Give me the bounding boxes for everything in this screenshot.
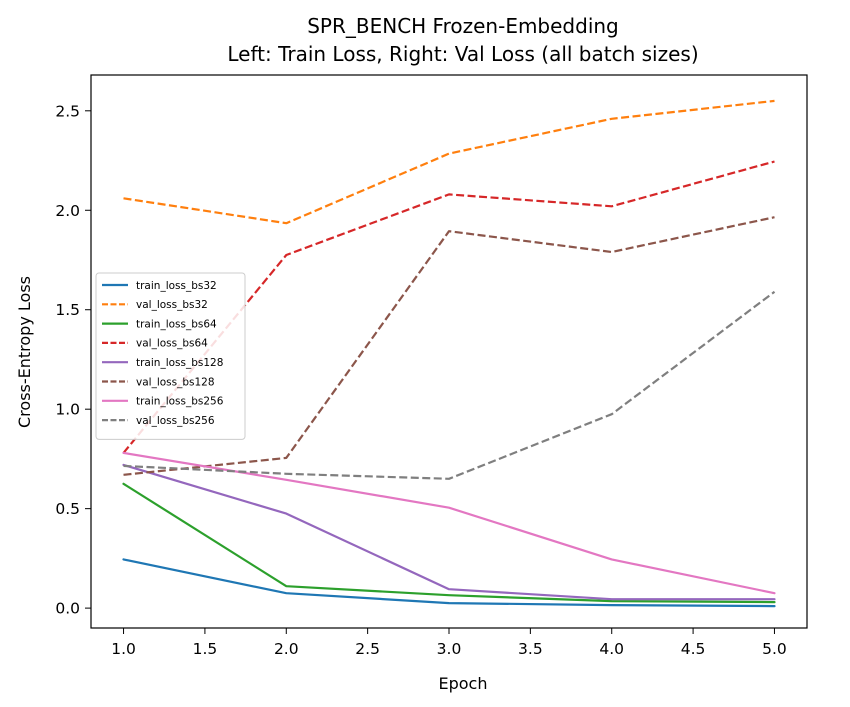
legend-label: train_loss_bs128 — [136, 357, 223, 369]
x-tick-label: 3.0 — [437, 640, 462, 658]
legend-box — [95, 272, 246, 440]
x-tick-label: 5.0 — [762, 640, 787, 658]
legend-label: val_loss_bs64 — [136, 338, 208, 350]
y-tick-label: 1.0 — [55, 401, 80, 419]
series-line-train_loss_bs256 — [122, 451, 776, 595]
y-tick-label: 1.5 — [55, 301, 80, 319]
legend-label: val_loss_bs32 — [136, 299, 208, 311]
x-tick-label: 1.5 — [193, 640, 218, 658]
legend-label: train_loss_bs256 — [136, 396, 224, 408]
x-tick-label: 2.5 — [355, 640, 380, 658]
y-tick-label: 2.0 — [55, 202, 80, 220]
legend: train_loss_bs32 val_loss_bs32 train_loss_b… — [95, 272, 246, 440]
x-tick-label: 1.0 — [111, 640, 136, 658]
chart-subtitle: Left: Train Loss, Right: Val Loss (all b… — [227, 42, 698, 66]
x-tick-label: 4.5 — [681, 640, 706, 658]
series-line-train_loss_bs64 — [122, 482, 776, 604]
x-tick-label: 4.0 — [599, 640, 624, 658]
y-tick-label: 0.5 — [55, 500, 80, 518]
y-tick-label: 0.0 — [55, 600, 80, 618]
series-lines — [122, 99, 776, 608]
series-line-val_loss_bs64 — [122, 160, 775, 454]
axis-ticks: 1.0 1.5 2.0 2.5 3.0 3.5 4.0 4.5 5.0 0.0 0.5 1.0 1.5 2… — [55, 102, 786, 658]
legend-label: val_loss_bs256 — [136, 415, 215, 427]
y-tick-label: 2.5 — [55, 102, 80, 120]
legend-label: val_loss_bs128 — [136, 376, 215, 388]
series-line-val_loss_bs128 — [123, 216, 775, 476]
series-line-train_loss_bs32 — [122, 558, 776, 608]
legend-label: train_loss_bs64 — [136, 318, 217, 330]
plot-frame — [90, 74, 808, 629]
x-axis-label: Epoch — [439, 674, 488, 693]
x-tick-label: 2.0 — [274, 640, 299, 658]
chart-title: SPR_BENCH Frozen-Embedding — [307, 14, 619, 38]
x-tick-label: 3.5 — [518, 640, 543, 658]
y-axis-label: Cross-Entropy Loss — [15, 276, 34, 428]
series-line-val_loss_bs256 — [123, 290, 776, 480]
legend-label: train_loss_bs32 — [136, 280, 217, 292]
series-line-val_loss_bs32 — [123, 99, 775, 225]
series-line-train_loss_bs128 — [122, 463, 776, 601]
